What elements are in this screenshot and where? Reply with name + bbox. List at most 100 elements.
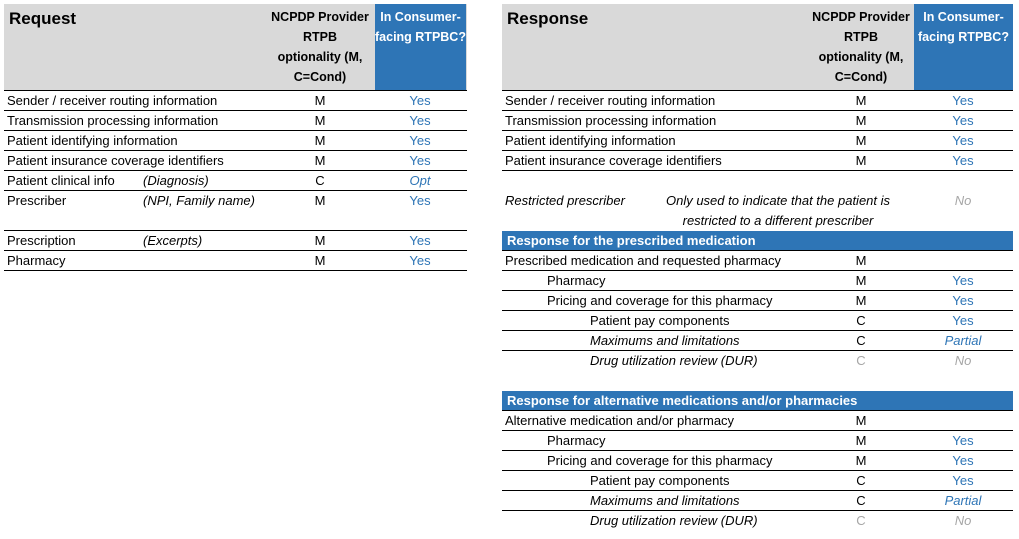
consumer-value: Partial — [944, 493, 982, 508]
consumer-value: Yes — [952, 293, 974, 308]
ncpdp-optionality-header: NCPDP Provider RTPB optionality (M, C=Co… — [812, 10, 910, 84]
row-label: Patient insurance coverage identifiers — [505, 153, 722, 168]
optionality-value: M — [314, 153, 326, 168]
optionality-value: M — [314, 93, 326, 108]
consumer-facing-header: In Consumer-facing RTPBC? — [914, 4, 1013, 90]
optionality-value: M — [314, 253, 326, 268]
row-label: Sender / receiver routing information — [7, 93, 218, 108]
table-row: Patient pay components C Yes — [502, 471, 1013, 491]
optionality-value: M — [314, 193, 326, 208]
row-label: Maximums and limitations — [590, 333, 740, 348]
row-label: Patient clinical info — [7, 173, 115, 188]
table-row: Patient identifying information M Yes — [4, 131, 467, 151]
consumer-value: Partial — [944, 333, 982, 348]
row-label: Alternative medication and/or pharmacy — [505, 413, 735, 428]
optionality-value: C — [856, 513, 866, 528]
optionality-value: C — [856, 493, 866, 508]
consumer-value: Yes — [409, 133, 431, 148]
consumer-value: Yes — [952, 433, 974, 448]
consumer-value: No — [954, 353, 972, 368]
table-row: Patient insurance coverage identifiers M… — [502, 151, 1013, 171]
consumer-value: No — [954, 193, 972, 208]
table-row: Drug utilization review (DUR) C No — [502, 511, 1013, 531]
optionality-value: M — [855, 273, 867, 288]
consumer-value: Opt — [409, 173, 431, 188]
consumer-value: Yes — [952, 153, 974, 168]
prescribed-section-header: Response for the prescribed medication — [502, 231, 1013, 251]
optionality-value: M — [855, 113, 867, 128]
row-label: Maximums and limitations — [590, 493, 740, 508]
optionality-value: C — [856, 333, 866, 348]
row-note: Only used to indicate that the patient i… — [665, 193, 891, 228]
table-row: Pricing and coverage for this pharmacy M… — [502, 291, 1013, 311]
optionality-value: M — [855, 433, 867, 448]
row-label: Pricing and coverage for this pharmacy — [547, 453, 773, 468]
row-label: Prescribed medication and requested phar… — [505, 253, 782, 268]
request-title: Request — [9, 9, 77, 28]
table-row: Patient identifying information M Yes — [502, 131, 1013, 151]
optionality-value: M — [855, 153, 867, 168]
table-row: Patient insurance coverage identifiers M… — [4, 151, 467, 171]
consumer-value: Yes — [409, 93, 431, 108]
row-label: Patient pay components — [590, 473, 730, 488]
optionality-value: M — [855, 293, 867, 308]
request-table: Request NCPDP Provider RTPB optionality … — [4, 4, 467, 271]
table-row: Sender / receiver routing information M … — [502, 91, 1013, 111]
row-label: Drug utilization review (DUR) — [590, 513, 758, 528]
row-label: Prescriber — [7, 193, 67, 208]
optionality-value: M — [314, 133, 326, 148]
consumer-value: Yes — [952, 113, 974, 128]
row-label: Pharmacy — [547, 273, 606, 288]
table-row: Patient clinical info (Diagnosis) C Opt — [4, 171, 467, 191]
table-row: Prescribed medication and requested phar… — [502, 251, 1013, 271]
table-row: Pharmacy M Yes — [4, 251, 467, 271]
table-row: Prescriber (NPI, Family name) M Yes — [4, 191, 467, 231]
optionality-value: C — [315, 173, 325, 188]
optionality-value: M — [314, 113, 326, 128]
consumer-value: Yes — [952, 473, 974, 488]
row-label: Prescription — [7, 233, 76, 248]
row-label: Patient pay components — [590, 313, 730, 328]
table-row: Prescription (Excerpts) M Yes — [4, 231, 467, 251]
table-row: Transmission processing information M Ye… — [4, 111, 467, 131]
optionality-value: M — [855, 453, 867, 468]
consumer-facing-header: In Consumer-facing RTPBC? — [375, 4, 466, 90]
row-label: Pharmacy — [547, 433, 606, 448]
optionality-value: C — [856, 313, 866, 328]
row-label: Patient insurance coverage identifiers — [7, 153, 224, 168]
optionality-value: M — [855, 253, 867, 268]
table-row: Alternative medication and/or pharmacy M — [502, 411, 1013, 431]
consumer-value: Yes — [409, 153, 431, 168]
consumer-value: Yes — [952, 133, 974, 148]
consumer-value: Yes — [409, 253, 431, 268]
response-header: Response NCPDP Provider RTPB optionality… — [502, 4, 1013, 91]
spacer-row — [502, 371, 1013, 391]
optionality-value: M — [855, 93, 867, 108]
row-label: Transmission processing information — [7, 113, 219, 128]
response-table: Response NCPDP Provider RTPB optionality… — [502, 4, 1013, 531]
table-row: Maximums and limitations C Partial — [502, 491, 1013, 511]
optionality-value: M — [855, 413, 867, 428]
consumer-value: Yes — [952, 93, 974, 108]
table-row: Drug utilization review (DUR) C No — [502, 351, 1013, 371]
table-row: Maximums and limitations C Partial — [502, 331, 1013, 351]
consumer-value: No — [954, 513, 972, 528]
row-note: (Excerpts) — [143, 233, 203, 248]
optionality-value: M — [314, 233, 326, 248]
table-row: Pricing and coverage for this pharmacy M… — [502, 451, 1013, 471]
table-row: Pharmacy M Yes — [502, 271, 1013, 291]
row-label: Restricted prescriber — [505, 193, 625, 208]
request-header: Request NCPDP Provider RTPB optionality … — [4, 4, 467, 91]
optionality-value: C — [856, 353, 866, 368]
optionality-value: C — [856, 473, 866, 488]
spacer-row — [502, 171, 1013, 191]
restricted-prescriber-row: Restricted prescriber Only used to indic… — [502, 191, 1013, 231]
row-label: Sender / receiver routing information — [505, 93, 716, 108]
consumer-value: Yes — [952, 273, 974, 288]
row-note: (NPI, Family name) — [143, 193, 255, 208]
consumer-value: Yes — [409, 233, 431, 248]
row-label: Drug utilization review (DUR) — [590, 353, 758, 368]
table-row: Patient pay components C Yes — [502, 311, 1013, 331]
consumer-value: Yes — [952, 453, 974, 468]
optionality-value: M — [855, 133, 867, 148]
